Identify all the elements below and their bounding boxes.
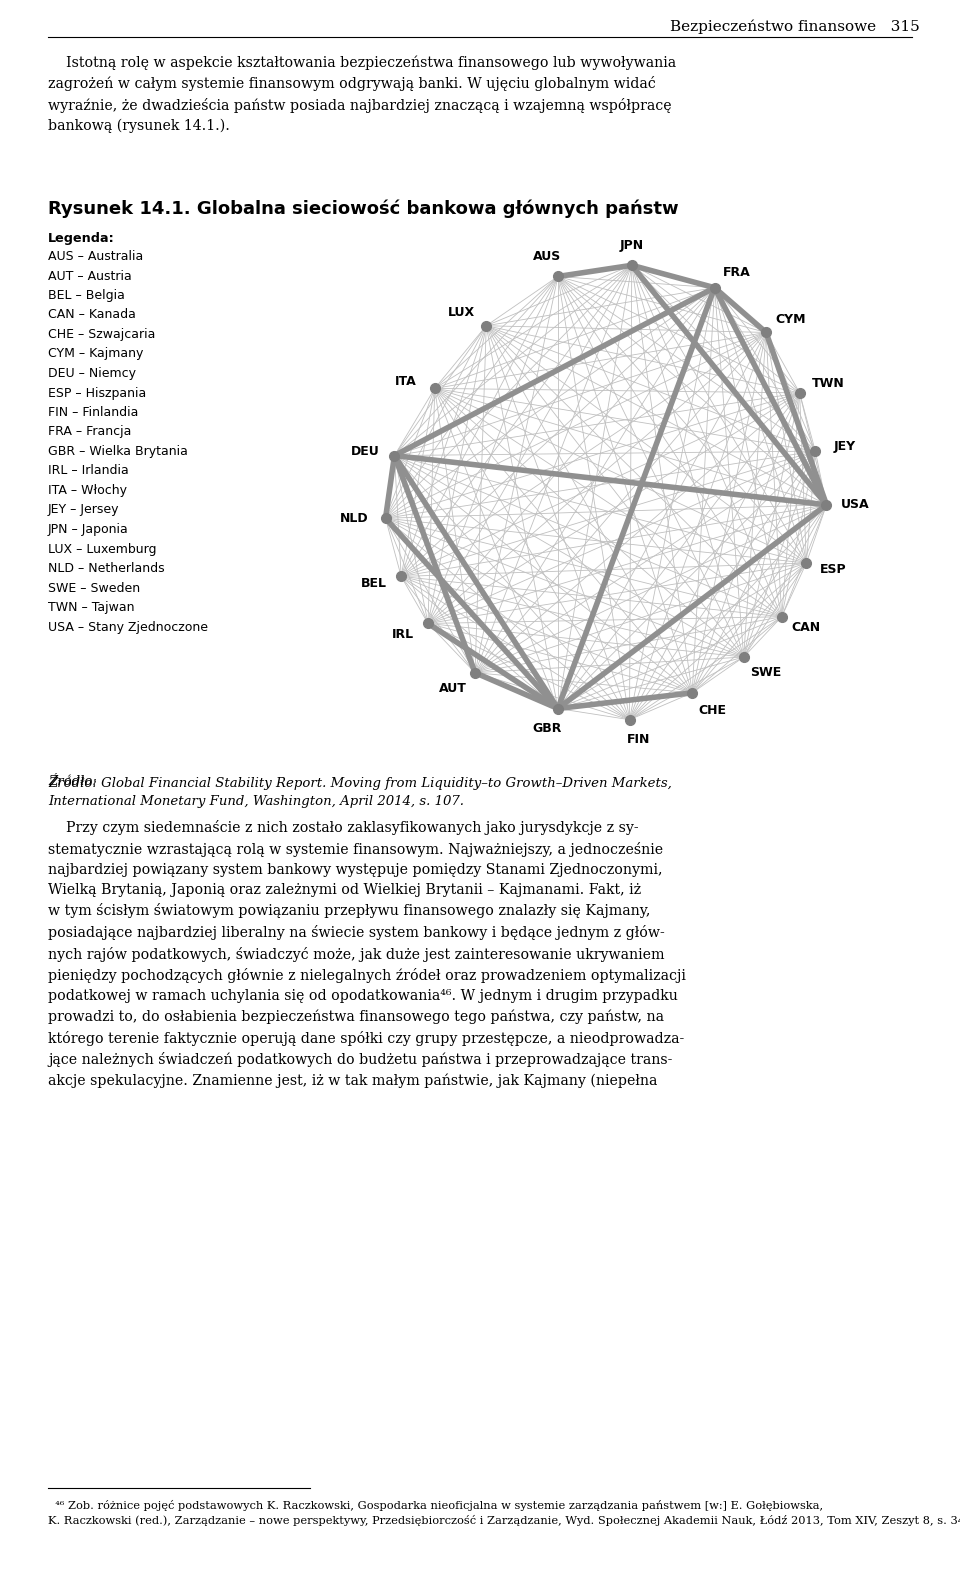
Text: BEL: BEL — [361, 577, 387, 590]
Text: DEU – Niemcy: DEU – Niemcy — [48, 367, 136, 380]
Text: CYM – Kajmany: CYM – Kajmany — [48, 347, 143, 361]
Text: JEY: JEY — [833, 440, 855, 453]
Text: ITA – Włochy: ITA – Włochy — [48, 484, 127, 497]
Text: TWN: TWN — [812, 377, 845, 391]
Text: NLD – Netherlands: NLD – Netherlands — [48, 561, 164, 576]
Text: AUS – Australia: AUS – Australia — [48, 251, 143, 263]
Text: CAN – Kanada: CAN – Kanada — [48, 309, 136, 322]
Text: Legenda:: Legenda: — [48, 232, 115, 244]
Text: AUT – Austria: AUT – Austria — [48, 270, 132, 282]
Text: CHE: CHE — [698, 705, 727, 718]
Text: Bezpieczeństwo finansowe   315: Bezpieczeństwo finansowe 315 — [670, 21, 920, 35]
Text: Istotną rolę w aspekcie kształtowania bezpieczeństwa finansowego lub wywoływania: Istotną rolę w aspekcie kształtowania be… — [48, 55, 676, 134]
Text: Przy czym siedemnaście z nich zostało zaklasyfikowanych jako jurysdykcje z sy-
s: Przy czym siedemnaście z nich zostało za… — [48, 820, 685, 1088]
Text: ESP – Hiszpania: ESP – Hiszpania — [48, 386, 146, 399]
Text: ITA: ITA — [395, 375, 417, 388]
Text: NLD: NLD — [340, 513, 369, 525]
Text: JPN: JPN — [620, 238, 644, 252]
Text: FIN: FIN — [627, 733, 650, 746]
Text: BEL – Belgia: BEL – Belgia — [48, 289, 125, 303]
Text: SWE: SWE — [751, 665, 781, 680]
Text: FRA: FRA — [723, 265, 751, 279]
Text: JPN – Japonia: JPN – Japonia — [48, 524, 129, 536]
Text: USA: USA — [841, 498, 870, 511]
Text: JEY – Jersey: JEY – Jersey — [48, 503, 119, 517]
Text: TWN – Tajwan: TWN – Tajwan — [48, 601, 134, 613]
Text: IRL – Irlandia: IRL – Irlandia — [48, 465, 129, 478]
Text: AUS: AUS — [533, 249, 561, 263]
Text: USA – Stany Zjednoczone: USA – Stany Zjednoczone — [48, 620, 208, 634]
Text: CYM: CYM — [776, 312, 806, 325]
Text: Źródło:: Źródło: — [48, 774, 101, 788]
Text: IRL: IRL — [393, 628, 415, 642]
Text: ⁴⁶ Zob. różnice pojęć podstawowych K. Raczkowski, Gospodarka nieoficjalna w syst: ⁴⁶ Zob. różnice pojęć podstawowych K. Ra… — [48, 1500, 960, 1527]
Text: SWE – Sweden: SWE – Sweden — [48, 582, 140, 595]
Text: GBR: GBR — [532, 722, 562, 735]
Text: DEU: DEU — [351, 445, 380, 457]
Text: GBR – Wielka Brytania: GBR – Wielka Brytania — [48, 445, 188, 457]
Text: ESP: ESP — [820, 563, 847, 576]
Text: Rysunek 14.1. Globalna sieciowość bankowa głównych państw: Rysunek 14.1. Globalna sieciowość bankow… — [48, 200, 679, 219]
Text: CAN: CAN — [792, 621, 821, 634]
Text: LUX: LUX — [448, 306, 475, 319]
Text: LUX – Luxemburg: LUX – Luxemburg — [48, 542, 156, 555]
Text: AUT: AUT — [439, 681, 467, 695]
Text: CHE – Szwajcaria: CHE – Szwajcaria — [48, 328, 156, 341]
Text: FRA – Francja: FRA – Francja — [48, 426, 132, 438]
Text: Źródło: Global Financial Stability Report. Moving from Liquidity–to Growth–Drive: Źródło: Global Financial Stability Repor… — [48, 774, 672, 807]
Text: FIN – Finlandia: FIN – Finlandia — [48, 405, 138, 419]
